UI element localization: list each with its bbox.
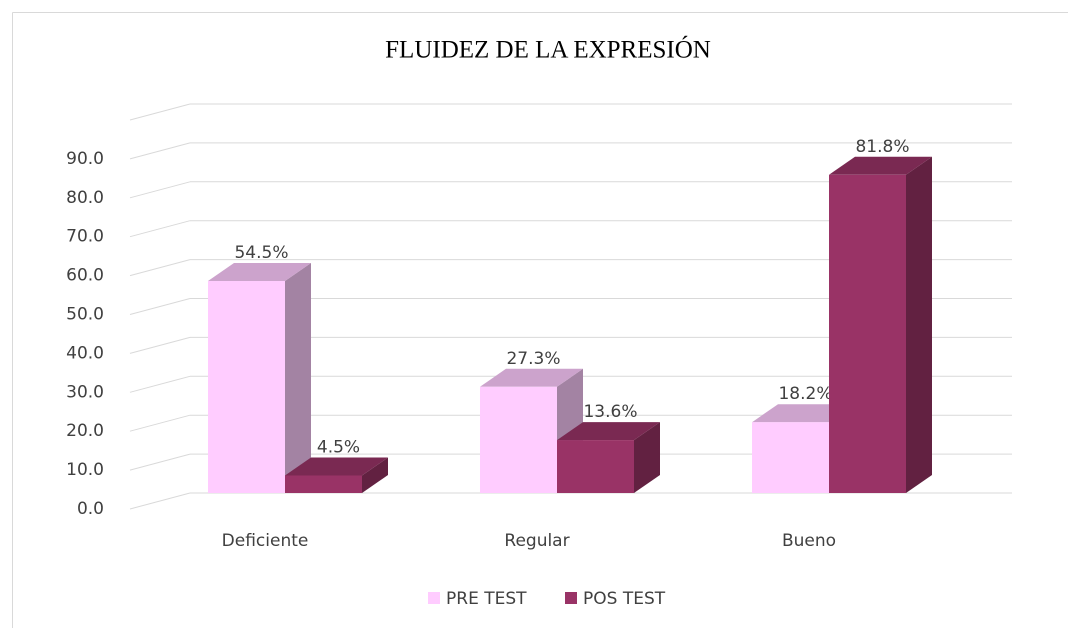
bar	[208, 280, 285, 493]
data-label: 18.2%	[778, 384, 832, 404]
grid-line	[129, 220, 191, 238]
y-tick-label: 90.0	[66, 149, 104, 169]
bar	[480, 386, 557, 493]
grid-line	[129, 453, 191, 471]
bar-side	[285, 262, 311, 493]
bar-top	[480, 368, 583, 387]
x-tick-label: Deficiente	[222, 531, 309, 551]
grid-line	[129, 181, 191, 199]
legend-label: POS TEST	[583, 589, 666, 609]
bar-top	[829, 156, 932, 175]
bar	[829, 174, 906, 493]
bar-top	[285, 457, 388, 476]
axis-frame	[129, 103, 191, 121]
legend-swatch	[565, 592, 577, 604]
bar-top	[557, 422, 660, 441]
legend-swatch	[428, 592, 440, 604]
grid-line	[129, 375, 191, 393]
grid-line	[129, 259, 191, 277]
data-label: 27.3%	[506, 349, 560, 369]
chart-title: FLUIDEZ DE LA EXPRESIÓN	[385, 36, 711, 64]
data-label: 13.6%	[583, 402, 637, 422]
bar-side	[634, 422, 660, 493]
bar	[557, 440, 634, 493]
bar-side	[906, 156, 932, 493]
grid-line	[129, 492, 191, 510]
bar-side	[362, 457, 388, 493]
data-label: 81.8%	[855, 137, 909, 157]
y-tick-label: 30.0	[66, 382, 104, 402]
y-tick-label: 20.0	[66, 421, 104, 441]
grid-line	[129, 298, 191, 315]
bar	[285, 475, 362, 493]
data-label: 4.5%	[317, 437, 360, 457]
bar	[752, 422, 829, 493]
y-tick-label: 80.0	[66, 188, 104, 208]
x-tick-label: Regular	[504, 531, 569, 551]
y-tick-label: 10.0	[66, 460, 104, 480]
y-tick-label: 50.0	[66, 305, 104, 325]
y-tick-label: 40.0	[66, 343, 104, 363]
grid-line	[129, 414, 191, 432]
y-tick-label: 70.0	[66, 227, 104, 247]
data-label: 54.5%	[234, 243, 288, 263]
grid-line	[129, 336, 191, 354]
grid-line	[129, 142, 191, 160]
y-tick-label: 0.0	[77, 499, 104, 519]
bar-top	[208, 262, 311, 281]
legend-label: PRE TEST	[446, 589, 527, 609]
y-tick-label: 60.0	[66, 266, 104, 286]
x-tick-label: Bueno	[782, 531, 836, 551]
